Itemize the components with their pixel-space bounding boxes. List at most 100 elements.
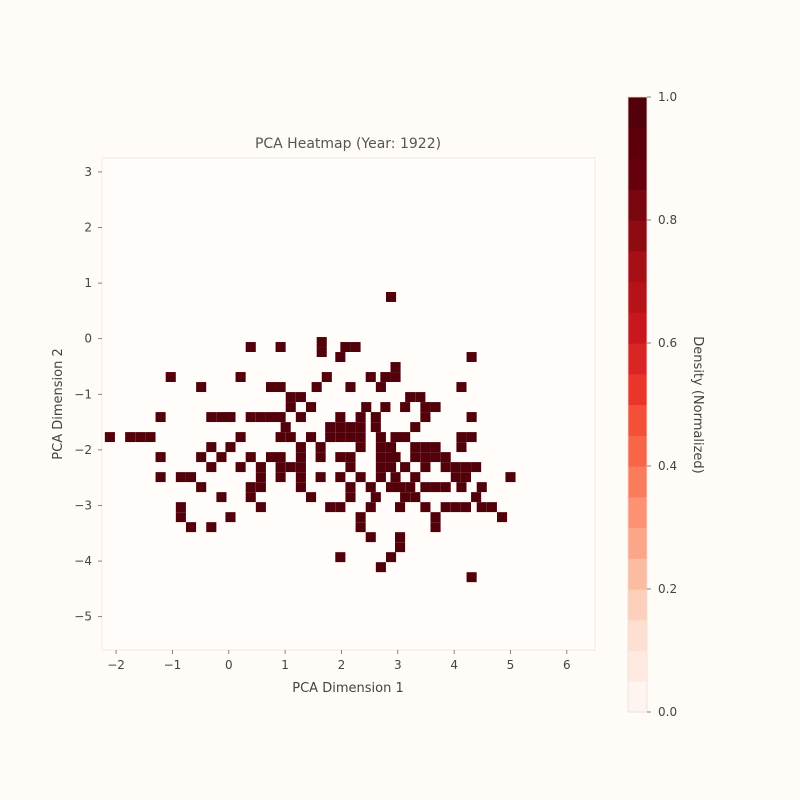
heatmap-cell bbox=[175, 472, 186, 483]
heatmap-cell bbox=[245, 482, 256, 493]
heatmap-cell bbox=[386, 552, 397, 563]
heatmap-cell bbox=[476, 482, 487, 493]
heatmap-cell bbox=[355, 512, 366, 523]
colorbar-band bbox=[628, 97, 647, 129]
heatmap-cell bbox=[476, 502, 487, 513]
x-tick-label: 0 bbox=[225, 658, 233, 672]
heatmap-cell bbox=[335, 502, 346, 513]
heatmap-cell bbox=[275, 432, 286, 443]
heatmap-cell bbox=[400, 432, 411, 443]
heatmap-cell bbox=[375, 562, 386, 573]
heatmap-cell bbox=[430, 482, 441, 493]
heatmap-cell bbox=[255, 482, 266, 493]
heatmap-cell bbox=[395, 502, 406, 513]
heatmap-cell bbox=[450, 462, 461, 473]
heatmap-cell bbox=[400, 462, 411, 473]
heatmap-cell bbox=[335, 452, 346, 463]
heatmap-cell bbox=[145, 432, 156, 443]
colorbar-band bbox=[628, 343, 647, 375]
colorbar-band bbox=[628, 250, 647, 283]
heatmap-cell bbox=[375, 472, 386, 483]
heatmap-cell bbox=[216, 412, 227, 423]
heatmap-cell bbox=[390, 432, 401, 443]
heatmap-cell bbox=[255, 472, 266, 483]
heatmap-cell bbox=[155, 412, 166, 423]
heatmap-cell bbox=[471, 492, 482, 503]
x-tick-label: 4 bbox=[450, 658, 458, 672]
heatmap-cell bbox=[460, 502, 472, 513]
heatmap-cell bbox=[415, 392, 426, 403]
x-tick-label: −2 bbox=[107, 658, 125, 672]
heatmap-cell bbox=[355, 522, 366, 533]
heatmap-cell bbox=[335, 472, 346, 483]
heatmap-cell bbox=[325, 422, 336, 433]
x-tick-label: 2 bbox=[338, 658, 346, 672]
heatmap-cell bbox=[405, 482, 416, 493]
y-tick-label: −3 bbox=[74, 498, 92, 512]
y-axis-ticks: −5 −4 −3 −2 −1 0 1 2 3 bbox=[74, 165, 102, 624]
heatmap-cell bbox=[420, 442, 431, 453]
heatmap-cell bbox=[350, 342, 361, 352]
heatmap-cell bbox=[285, 462, 296, 473]
heatmap-cell bbox=[245, 342, 256, 352]
heatmap-cell bbox=[295, 482, 306, 493]
heatmap-cell bbox=[456, 482, 467, 493]
colorbar-band bbox=[628, 127, 647, 160]
heatmap-cell bbox=[390, 372, 401, 383]
heatmap-cell bbox=[456, 382, 467, 393]
x-axis-label: PCA Dimension 1 bbox=[292, 681, 403, 696]
y-tick-label: −4 bbox=[74, 554, 92, 568]
heatmap-cell bbox=[456, 442, 467, 453]
heatmap-cell bbox=[466, 352, 477, 362]
heatmap-cell bbox=[295, 392, 306, 403]
heatmap-cell bbox=[335, 432, 346, 443]
heatmap-cell bbox=[365, 502, 376, 513]
x-tick-label: 5 bbox=[507, 658, 515, 672]
heatmap-cell bbox=[430, 522, 441, 533]
heatmap-cell bbox=[295, 452, 306, 463]
heatmap-cell bbox=[206, 522, 217, 533]
x-axis-ticks: −2 −1 0 1 2 3 4 5 6 bbox=[107, 650, 571, 672]
colorbar-band bbox=[628, 527, 647, 559]
colorbar-band bbox=[628, 435, 647, 467]
heatmap-cell bbox=[375, 452, 386, 463]
heatmap-cell bbox=[460, 462, 472, 473]
heatmap-cell bbox=[430, 512, 441, 523]
heatmap-cell bbox=[175, 512, 186, 523]
heatmap-cell bbox=[345, 432, 356, 443]
colorbar-band bbox=[628, 496, 647, 529]
heatmap-cell bbox=[216, 452, 227, 463]
heatmap-cell bbox=[245, 412, 256, 423]
heatmap-cell bbox=[405, 392, 416, 403]
heatmap-cell bbox=[420, 482, 431, 493]
heatmap-cell bbox=[185, 472, 197, 483]
heatmap-cell bbox=[410, 472, 421, 483]
heatmap-cell bbox=[255, 502, 266, 513]
heatmap-cell bbox=[315, 442, 326, 453]
heatmap-cell bbox=[355, 442, 366, 453]
heatmap-cell bbox=[450, 472, 461, 483]
x-tick-label: 3 bbox=[394, 658, 402, 672]
heatmap-cell bbox=[316, 347, 327, 357]
colorbar-tick-label: 0.0 bbox=[658, 705, 677, 719]
heatmap-cell bbox=[420, 412, 431, 423]
colorbar-frame bbox=[627, 96, 648, 713]
heatmap-cell bbox=[386, 482, 397, 493]
heatmap-cell bbox=[355, 432, 366, 443]
heatmap-cell bbox=[450, 502, 461, 513]
heatmap-cell bbox=[321, 372, 332, 383]
heatmap-cell bbox=[420, 402, 431, 413]
heatmap-cell bbox=[345, 382, 356, 393]
colorbar-tick-label: 1.0 bbox=[658, 90, 677, 104]
colorbar-band bbox=[628, 373, 647, 406]
heatmap-cell bbox=[386, 442, 397, 453]
heatmap-cell bbox=[345, 452, 356, 463]
heatmap-cell bbox=[265, 382, 277, 393]
heatmap-cell bbox=[275, 342, 286, 352]
heatmap-cell bbox=[440, 452, 451, 463]
heatmap-cells bbox=[104, 292, 516, 583]
heatmap-cell bbox=[206, 462, 217, 473]
y-tick-label: 2 bbox=[84, 220, 92, 234]
x-tick-label: 1 bbox=[281, 658, 289, 672]
heatmap-cell bbox=[155, 472, 166, 483]
